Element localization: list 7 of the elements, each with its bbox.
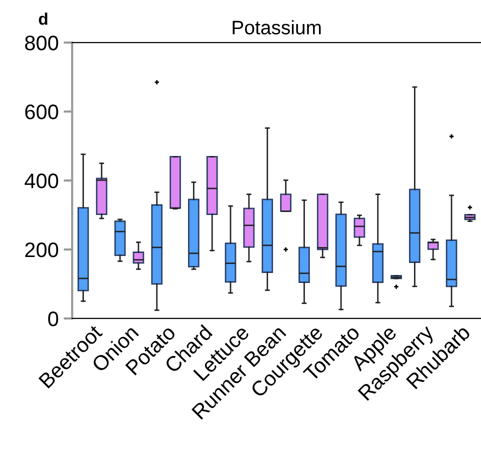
text: d	[38, 12, 48, 25]
y-tick-label: 800	[25, 36, 58, 50]
y-tick-label: 400	[24, 174, 58, 188]
y-tick-label: 600	[25, 104, 58, 120]
chart-title: Potassium	[232, 20, 321, 34]
y-tick-label: 0	[48, 311, 58, 326]
y-tick-label: 200	[25, 242, 58, 258]
